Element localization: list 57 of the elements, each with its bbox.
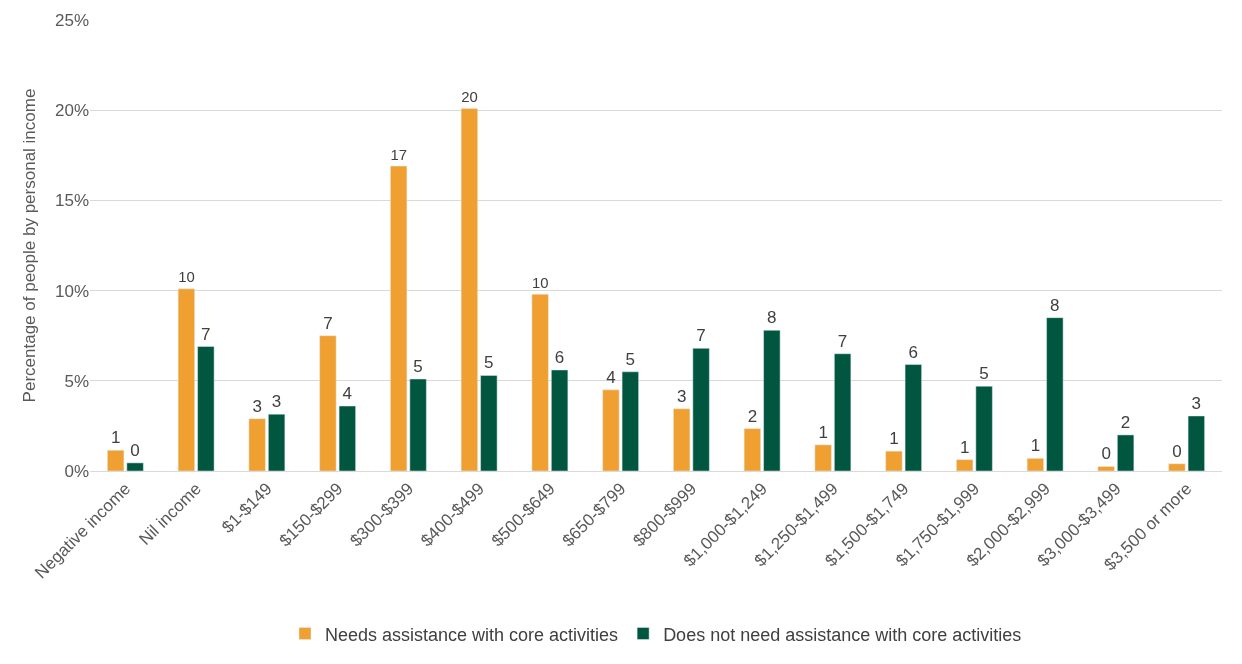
data-label: 20 (461, 88, 478, 105)
bar (834, 353, 852, 471)
legend-label: Needs assistance with core activities (325, 624, 619, 645)
bar (551, 369, 569, 471)
data-label: 4 (606, 367, 616, 387)
y-tick-label: 25% (54, 10, 89, 30)
data-label: 7 (201, 324, 211, 344)
data-label: 5 (625, 349, 636, 369)
data-label: 1 (110, 428, 121, 448)
legend-label: Does not need assistance with core activities (663, 624, 1022, 645)
bar (480, 375, 498, 471)
data-label: 0 (1172, 441, 1182, 461)
bar (177, 288, 195, 471)
data-label: 0 (1101, 444, 1111, 464)
bar (197, 346, 215, 471)
data-label: 3 (676, 386, 687, 406)
bar (248, 418, 266, 471)
bar (531, 293, 549, 471)
data-label: 3 (271, 392, 282, 412)
bar (1026, 458, 1044, 471)
y-tick-label: 10% (54, 281, 89, 301)
bar (1046, 317, 1064, 471)
bar (268, 413, 286, 471)
data-label: 4 (342, 384, 353, 404)
data-label: 5 (484, 353, 494, 373)
bar (743, 428, 761, 471)
data-label: 7 (837, 331, 848, 351)
data-label: 10 (178, 269, 195, 286)
y-tick-label: 15% (54, 191, 89, 211)
data-label: 8 (1050, 295, 1060, 315)
data-label: 6 (554, 347, 565, 367)
data-label: 6 (908, 342, 919, 362)
data-label: 5 (979, 364, 989, 384)
data-label: 7 (696, 326, 706, 346)
data-label: 0 (130, 440, 140, 460)
bar (1097, 466, 1115, 471)
data-label: 2 (747, 406, 758, 426)
data-label: 10 (531, 274, 549, 291)
data-label: 3 (1191, 393, 1202, 413)
bar (1117, 434, 1135, 471)
data-label: 8 (767, 308, 777, 328)
bar (460, 108, 478, 471)
data-label: 3 (252, 396, 262, 416)
y-tick-label: 0% (64, 461, 89, 481)
data-label: 1 (959, 437, 970, 457)
bar (763, 330, 781, 471)
data-label: 2 (1120, 412, 1131, 432)
data-label: 1 (889, 429, 899, 449)
data-label: 7 (323, 313, 333, 333)
y-axis-title: Percentage of people by personal income (19, 88, 39, 403)
y-tick-label: 5% (64, 371, 89, 391)
bar (814, 444, 832, 471)
data-label: 17 (390, 146, 407, 163)
data-label: 1 (1030, 436, 1041, 456)
y-tick-label: 20% (54, 101, 89, 121)
data-label: 5 (413, 357, 423, 376)
data-label: 1 (818, 422, 828, 442)
